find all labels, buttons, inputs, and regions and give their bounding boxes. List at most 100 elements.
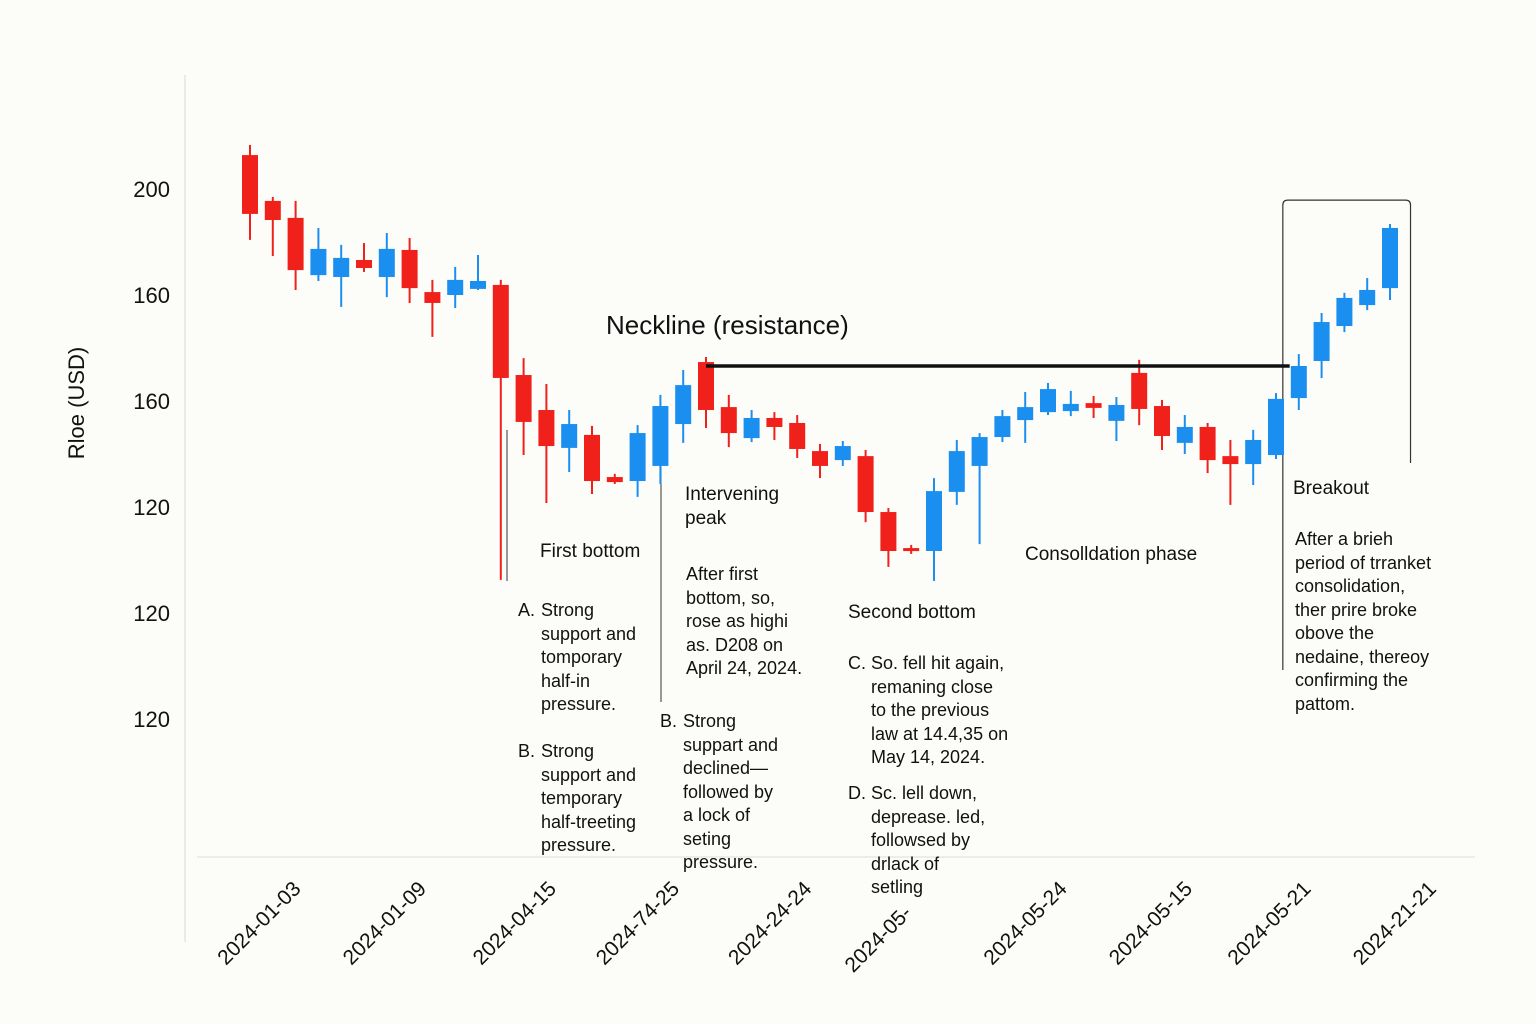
candle-body: [401, 249, 418, 289]
candle-bullish: [948, 439, 965, 505]
x-tick-label: 2024-01-09: [339, 877, 431, 969]
candle-bullish: [1382, 223, 1398, 301]
candle-body: [1290, 366, 1307, 399]
annotation-line: rose as highi: [686, 611, 789, 631]
candle-bearish: [766, 412, 783, 440]
candle-bullish: [675, 369, 692, 443]
candle-bullish: [378, 232, 395, 298]
x-tick-label: 2024-04-15: [469, 877, 561, 969]
annotation-after-first: After first bottom, so, rose as highi as. D…: [686, 563, 802, 681]
annotation-line: May 14, 2024.: [871, 747, 986, 767]
candle-body: [378, 248, 395, 277]
candle-bullish: [1017, 391, 1034, 443]
x-tick-label: 2024-05-: [841, 901, 917, 977]
candle-bearish: [424, 279, 441, 337]
candle-body: [538, 410, 555, 447]
neckline-label: Neckline (resistance): [606, 310, 849, 340]
candle-bearish: [857, 450, 874, 523]
candle-body: [880, 512, 897, 551]
annotation-line: followsed by: [871, 830, 971, 850]
candle-bullish: [310, 227, 327, 281]
annotation-line: pressure.: [541, 835, 617, 855]
candle-bearish: [789, 415, 806, 458]
annotation-line: bottom, so,: [686, 587, 776, 608]
candle-bearish: [242, 145, 258, 240]
candle-bullish: [743, 410, 760, 443]
candle-bearish: [698, 357, 714, 429]
annotation-breakout-note: After a brieh period of trranket consolida…: [1295, 528, 1431, 716]
annotation-line: Sc. lell down,: [871, 783, 978, 803]
candle-bearish: [880, 508, 897, 567]
candle-body: [1268, 398, 1284, 456]
candle-body: [743, 417, 760, 439]
candle-bullish: [333, 244, 350, 307]
annotation-note-d: D. Sc. lell down, deprease. led, followsed …: [848, 782, 985, 900]
candle-body: [424, 292, 441, 303]
candle-body: [698, 362, 714, 411]
annotation-line: peak: [685, 507, 727, 529]
candle-body: [492, 284, 509, 378]
candle-body: [470, 280, 486, 289]
candle-body: [652, 406, 669, 466]
annotation-marker: D.: [848, 783, 866, 803]
candle-bearish: [264, 196, 281, 257]
annotation-first-bottom: First bottom: [540, 540, 640, 564]
annotation-line: pattom.: [1295, 693, 1356, 714]
candle-bearish: [812, 443, 828, 479]
candle-bullish: [994, 410, 1011, 443]
candle-bearish: [356, 243, 372, 272]
x-tick-label: 2024-74-25: [592, 877, 684, 969]
y-axis-label: Rloe (USD): [64, 346, 89, 460]
y-tick-label: 120: [133, 707, 170, 732]
candle-body: [310, 248, 327, 276]
candle-body: [1199, 426, 1216, 461]
candle-body: [720, 407, 737, 434]
candle-body: [1245, 439, 1262, 465]
candle-body: [1359, 289, 1376, 306]
annotation-line: period of trranket: [1295, 552, 1432, 573]
candle-body: [561, 424, 578, 448]
candle-bearish: [1085, 395, 1102, 418]
annotation-line: temporary: [541, 788, 623, 808]
candle-body: [629, 433, 646, 482]
annotation-line: Consolldation phase: [1025, 544, 1198, 565]
candle-bullish: [1336, 292, 1353, 333]
annotation-line: ther prire broke: [1295, 599, 1418, 620]
y-tick-label: 200: [133, 177, 170, 202]
annotation-line: Strong: [541, 600, 595, 620]
annotation-line: confirming the: [1295, 670, 1409, 690]
annotation-line: law at 14.4,35 on: [871, 723, 1009, 744]
candle-body: [926, 491, 942, 551]
candle-bullish: [1268, 393, 1284, 460]
candle-bearish: [538, 384, 555, 504]
candle-body: [515, 375, 532, 422]
candle-bearish: [1222, 439, 1239, 505]
x-tick-label: 2024-24-24: [724, 877, 816, 969]
candle-bullish: [971, 433, 988, 545]
annotation-consolidation: Consolldation phase: [1025, 543, 1197, 567]
candle-bullish: [1359, 278, 1376, 311]
annotation-line: Strong: [683, 711, 737, 731]
candle-body: [606, 477, 623, 483]
candle-bullish: [1290, 354, 1307, 411]
candle-bullish: [1108, 397, 1125, 442]
candle-bearish: [1199, 422, 1216, 474]
candle-body: [1176, 426, 1193, 443]
candle-bullish: [834, 441, 851, 466]
annotation-line: to the previous: [871, 700, 990, 720]
candle-body: [287, 217, 304, 271]
y-tick-label: 160: [133, 283, 170, 308]
candle-bullish: [561, 410, 578, 473]
annotation-line: pressure.: [683, 852, 759, 872]
candle-body: [971, 437, 988, 466]
annotation-marker: C.: [848, 653, 866, 673]
y-tick-label: 120: [133, 495, 170, 520]
annotation-line: remaning close: [871, 676, 994, 697]
annotation-line: declined—: [683, 758, 769, 778]
annotation-line: April 24, 2024.: [686, 658, 803, 678]
annotation-note-b2: B. Strong suppart and declined— followed by a…: [660, 710, 778, 875]
annotation-note-a: A. Strong support and tomporary half-in press…: [518, 599, 636, 717]
candle-bearish: [584, 425, 600, 495]
